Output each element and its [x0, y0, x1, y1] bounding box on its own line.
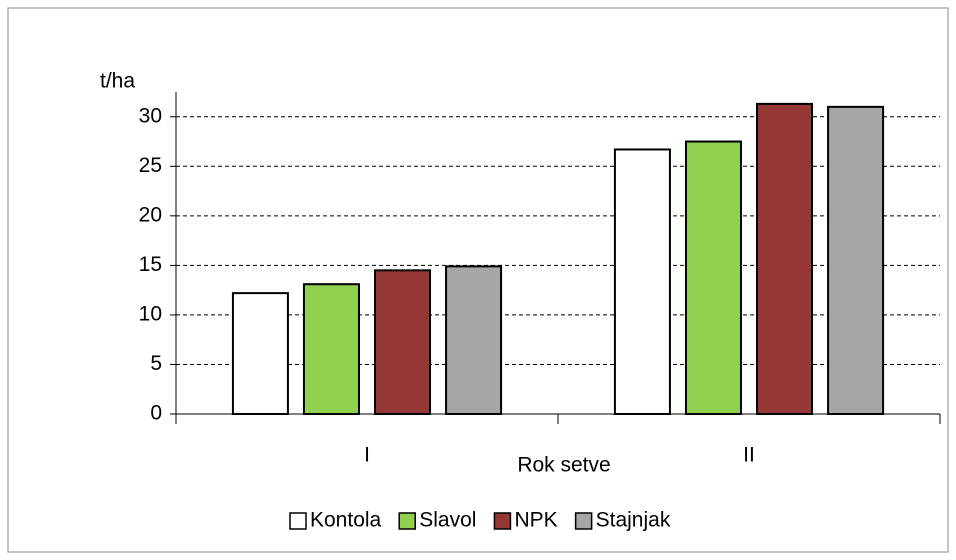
bar: [374, 269, 432, 416]
legend-swatch: [398, 512, 416, 530]
bar: [827, 105, 885, 415]
legend-label: Stajnjak: [596, 509, 671, 532]
legend-label: Slavol: [419, 509, 476, 532]
bar: [445, 265, 503, 416]
y-tick-label: 30: [139, 104, 162, 127]
legend-swatch: [574, 512, 593, 530]
bar: [613, 148, 671, 415]
legend-label: NPK: [514, 509, 557, 532]
legend-label: Kontola: [310, 509, 382, 532]
x-axis-label: Rok setve: [517, 454, 610, 477]
bar: [684, 140, 742, 416]
y-tick-label: 25: [139, 154, 162, 177]
bar: [756, 102, 814, 416]
x-tick-label: II: [743, 444, 755, 467]
y-axis-label: t/ha: [100, 70, 135, 93]
legend-swatch: [289, 512, 307, 530]
x-tick-label: I: [364, 444, 370, 467]
bar: [231, 292, 289, 416]
y-tick-label: 5: [150, 352, 162, 375]
y-tick-label: 10: [139, 302, 162, 325]
y-tick-label: 0: [150, 402, 162, 425]
legend-swatch: [493, 512, 512, 530]
y-tick-label: 20: [139, 203, 162, 226]
y-tick-label: 15: [139, 253, 162, 276]
bar: [302, 283, 360, 415]
